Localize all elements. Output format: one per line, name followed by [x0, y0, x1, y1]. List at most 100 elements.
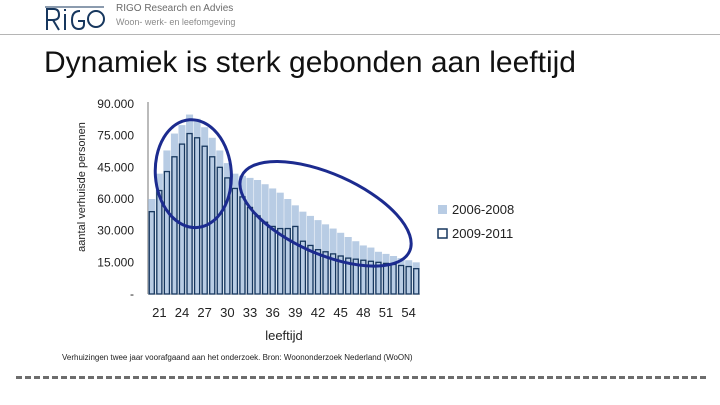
legend-swatch-2006-2008 — [438, 205, 447, 214]
bar-2006-2008 — [208, 137, 216, 294]
x-tick-label: 54 — [401, 305, 415, 320]
org-name: RIGO Research en Advies — [116, 3, 234, 14]
bar-2006-2008 — [314, 220, 322, 294]
bar-2009-2011 — [322, 251, 329, 295]
bar-2006-2008 — [276, 192, 284, 294]
bar-2006-2008 — [201, 127, 209, 294]
y-tick-label: 45.000 — [97, 160, 134, 174]
org-tagline: Woon- werk- en leefomgeving — [116, 17, 236, 27]
footer-divider — [16, 376, 706, 379]
bar-2006-2008 — [223, 163, 231, 294]
bar-2009-2011 — [224, 177, 231, 295]
bar-2009-2011 — [413, 268, 420, 295]
bar-2006-2008 — [170, 133, 178, 294]
bar-2006-2008 — [390, 256, 398, 294]
bar-2006-2008 — [178, 125, 186, 294]
bar-2006-2008 — [367, 247, 375, 294]
y-tick-label: 15.000 — [97, 255, 134, 269]
bar-2006-2008 — [246, 177, 254, 294]
bar-2006-2008 — [193, 118, 201, 295]
y-axis-label: aantal verhuisde personen — [76, 122, 88, 252]
bar-2009-2011 — [209, 156, 216, 295]
y-tick-label: 90.000 — [97, 97, 134, 111]
bar-2006-2008 — [299, 211, 307, 294]
bar-2006-2008 — [397, 258, 405, 294]
y-tick-label: 60.000 — [97, 192, 134, 206]
bar-2009-2011 — [405, 265, 412, 295]
bar-2006-2008 — [163, 150, 171, 294]
bar-2009-2011 — [284, 227, 291, 295]
bar-2006-2008 — [344, 237, 352, 294]
bar-2009-2011 — [329, 253, 337, 295]
bar-2006-2008 — [155, 173, 163, 294]
x-tick-label: 27 — [197, 305, 211, 320]
x-tick-label: 24 — [175, 305, 189, 320]
x-axis-label: leeftijd — [265, 328, 303, 343]
bar-2006-2008 — [186, 114, 194, 294]
x-tick-label: 21 — [152, 305, 166, 320]
bar-2006-2008 — [216, 150, 224, 294]
legend-label-2009-2011: 2009-2011 — [452, 226, 513, 241]
bar-2009-2011 — [352, 258, 359, 295]
bar-2006-2008 — [238, 175, 246, 294]
bar-2006-2008 — [405, 260, 413, 294]
bar-2009-2011 — [178, 143, 186, 295]
bar-2009-2011 — [292, 225, 299, 295]
y-tick-label: - — [130, 287, 134, 301]
y-tick-label: 75.000 — [97, 129, 134, 143]
bar-2006-2008 — [359, 245, 367, 294]
bar-2009-2011 — [360, 259, 367, 295]
x-tick-label: 45 — [333, 305, 347, 320]
y-tick-label: 30.000 — [97, 224, 134, 238]
bar-2009-2011 — [269, 225, 276, 295]
bar-2006-2008 — [329, 228, 337, 294]
bar-2009-2011 — [397, 264, 405, 295]
bar-2009-2011 — [307, 244, 314, 295]
bar-2009-2011 — [186, 132, 193, 295]
rigo-logo-icon — [45, 6, 105, 31]
bar-2006-2008 — [231, 173, 239, 294]
bar-2006-2008 — [337, 232, 345, 294]
bar-2006-2008 — [261, 184, 269, 294]
bar-2006-2008 — [382, 253, 390, 294]
bar-2009-2011 — [375, 261, 382, 295]
bar-2006-2008 — [306, 215, 314, 294]
header-divider — [0, 34, 720, 35]
annotation-circle-young — [153, 118, 233, 230]
bar-2009-2011 — [156, 189, 163, 295]
bar-2009-2011 — [345, 257, 352, 295]
x-tick-label: 36 — [265, 305, 279, 320]
bar-2009-2011 — [148, 211, 155, 295]
x-tick-label: 33 — [243, 305, 257, 320]
bar-2009-2011 — [193, 137, 201, 295]
source-note: Verhuizingen twee jaar voorafgaand aan h… — [62, 353, 413, 362]
bar-2009-2011 — [201, 145, 208, 295]
page-title: Dynamiek is sterk gebonden aan leeftijd — [44, 46, 576, 79]
bar-2006-2008 — [352, 241, 360, 294]
bar-2009-2011 — [367, 260, 375, 295]
bar-2006-2008 — [269, 188, 277, 294]
x-tick-label: 51 — [379, 305, 393, 320]
bar-2006-2008 — [291, 205, 299, 294]
annotation-circle-older — [238, 159, 413, 268]
x-tick-label: 42 — [311, 305, 325, 320]
bar-2009-2011 — [299, 240, 307, 295]
bar-2006-2008 — [322, 224, 330, 294]
bar-2006-2008 — [254, 180, 262, 294]
bar-2009-2011 — [314, 249, 322, 295]
legend-label-2006-2008: 2006-2008 — [452, 202, 514, 217]
bar-2009-2011 — [337, 255, 344, 295]
x-tick-label: 39 — [288, 305, 302, 320]
bar-2009-2011 — [216, 166, 223, 295]
bar-2009-2011 — [231, 187, 239, 295]
bar-2009-2011 — [171, 156, 178, 295]
bar-2006-2008 — [148, 199, 156, 294]
bar-2006-2008 — [284, 199, 292, 294]
bar-2009-2011 — [382, 262, 390, 295]
bar-2009-2011 — [163, 170, 171, 295]
bar-2009-2011 — [277, 227, 284, 295]
legend-swatch-2009-2011 — [437, 228, 448, 239]
x-tick-label: 48 — [356, 305, 370, 320]
bar-2006-2008 — [374, 251, 382, 294]
